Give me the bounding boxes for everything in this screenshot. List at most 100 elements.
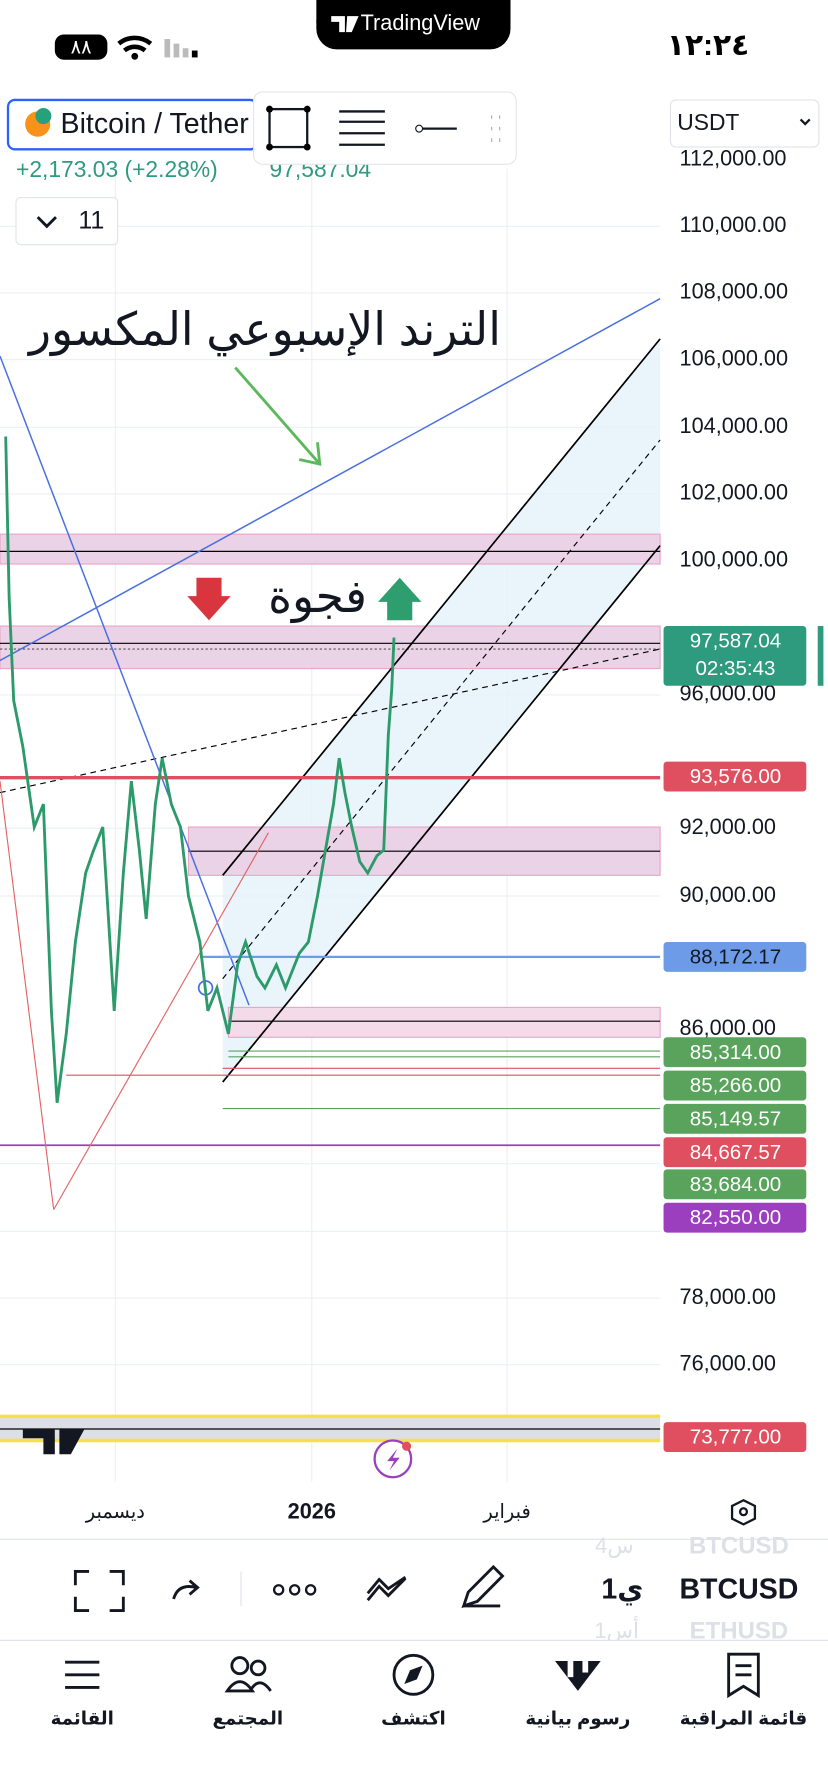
- status-bar-shape: [316, 0, 511, 23]
- price-axis-label: 92,000.00: [680, 814, 776, 839]
- drawings-shape: [0, 1415, 661, 1442]
- time-axis: ديسمبر 2026 فبراير: [85, 1499, 757, 1526]
- drawings-shape: [0, 625, 661, 670]
- price-tags-shape: [663, 1137, 807, 1168]
- drawings-shape: [0, 298, 661, 662]
- price-tags-shape: [663, 941, 807, 972]
- symbol-name[interactable]: Bitcoin / Tether: [61, 108, 250, 140]
- chart-grid: [0, 166, 661, 1482]
- drawings-shape: [53, 832, 269, 1210]
- chart-toolbar: 4س BTCUSD 1ي BTCUSD 1أس ETHUSD: [0, 1533, 828, 1645]
- status-bar-shape: [131, 52, 139, 60]
- status-bar-shape: [164, 39, 171, 58]
- currency-select[interactable]: [669, 99, 820, 148]
- chart-toolbar-shape: [73, 1570, 125, 1612]
- price-tags-shape: [663, 1070, 807, 1101]
- drawings-shape: [22, 1429, 85, 1455]
- bottom-nav-shape: [392, 1653, 435, 1696]
- price-tag: 88,172.17: [690, 945, 781, 968]
- header-shape: [303, 143, 311, 151]
- bottom-nav-shape: [230, 1656, 250, 1676]
- price-tag: 84,667.57: [690, 1141, 781, 1164]
- price-tags: 97,587.04 02:35:43 93,576.00 88,172.17 8…: [663, 626, 824, 1452]
- bottom-nav-shape: [65, 1660, 100, 1689]
- watchlist-symbol[interactable]: BTCUSD: [689, 1533, 789, 1560]
- price-tag: 85,314.00: [690, 1041, 781, 1064]
- chart-toolbar-shape: [304, 1584, 317, 1596]
- price-tags-shape: [663, 1169, 807, 1200]
- price-axis-label: 76,000.00: [680, 1350, 776, 1375]
- header-shape: [303, 105, 311, 113]
- drawings-shape: [387, 1448, 400, 1471]
- price-tag: 82,550.00: [690, 1206, 781, 1229]
- annotation-trend: الترند الإسبوعي المكسور: [27, 304, 501, 357]
- header-shape: [36, 216, 57, 229]
- price-axis-label: 78,000.00: [680, 1284, 776, 1309]
- chart-toolbar-shape: [272, 1584, 285, 1596]
- clock: ١٢:٢٤: [667, 29, 749, 62]
- price-tag: 83,684.00: [690, 1173, 781, 1196]
- drawings-shape: [187, 577, 231, 621]
- status-bar-shape: [54, 34, 108, 60]
- price-tag: 85,149.57: [690, 1107, 781, 1130]
- drawings-shape: [0, 355, 250, 1006]
- drawings-shape: [402, 1441, 412, 1451]
- drawings: [0, 298, 661, 1479]
- watchlist-interval[interactable]: 1أس: [594, 1616, 639, 1643]
- bottom-nav-shape: [582, 1661, 589, 1673]
- countdown: 02:35:43: [695, 657, 775, 680]
- bottom-nav: القائمة المجتمع اكتشف رسوم بيانية قائمة …: [0, 1639, 828, 1792]
- price-tags-shape: [663, 1202, 807, 1233]
- status-bar-shape: [191, 50, 198, 58]
- price-axis-label: 100,000.00: [680, 546, 789, 571]
- nav-label[interactable]: المجتمع: [212, 1707, 283, 1729]
- price-tags-shape: [663, 1103, 807, 1134]
- chart-toolbar-shape: [366, 1575, 407, 1602]
- nav-label[interactable]: قائمة المراقبة: [680, 1707, 808, 1729]
- time-axis-label: فبراير: [482, 1501, 530, 1523]
- price-axis-label: 112,000.00: [680, 145, 787, 170]
- price-tag: 85,266.00: [690, 1074, 781, 1097]
- price-tags-shape: [663, 761, 807, 792]
- drawings-shape: [378, 577, 422, 621]
- price-axis-label: 102,000.00: [680, 480, 789, 505]
- bottom-nav-shape: [555, 1661, 601, 1691]
- nav-label[interactable]: اكتشف: [381, 1707, 446, 1728]
- watchlist-interval[interactable]: 4س: [595, 1533, 634, 1558]
- drawings-shape: [0, 781, 55, 1210]
- status-bar-shape: [182, 48, 189, 58]
- price-tags-shape: [663, 1037, 807, 1068]
- nav-label[interactable]: القائمة: [51, 1707, 114, 1728]
- status-bar-shape: [117, 35, 153, 53]
- interval[interactable]: 11: [78, 206, 104, 234]
- brand: TradingView: [361, 10, 481, 35]
- nav-label[interactable]: رسوم بيانية: [525, 1707, 630, 1729]
- drawing-toolbar[interactable]: [252, 91, 517, 165]
- bottom-nav-shape: [404, 1665, 423, 1685]
- price-tags-shape: [663, 626, 807, 686]
- currency[interactable]: USDT: [677, 109, 739, 135]
- header-shape: [35, 107, 52, 125]
- header-shape: [266, 105, 273, 113]
- price-axis-label: 90,000.00: [680, 882, 776, 907]
- interval-button[interactable]: [15, 197, 119, 246]
- current-symbol[interactable]: BTCUSD: [679, 1573, 798, 1605]
- price-axis-label: 86,000.00: [680, 1015, 776, 1040]
- current-interval[interactable]: 1ي: [601, 1573, 643, 1605]
- price-axis-label: 106,000.00: [680, 345, 789, 370]
- battery: ٨٨: [71, 36, 92, 58]
- bottom-nav-shape: [567, 1661, 574, 1678]
- price-axis-label: 110,000.00: [680, 212, 787, 237]
- header-shape: [268, 107, 309, 149]
- chart-toolbar-shape: [461, 1564, 505, 1609]
- time-axis-label: ديسمبر: [85, 1501, 145, 1523]
- bottom-nav-shape: [249, 1659, 267, 1677]
- header-shape: [491, 115, 501, 142]
- chart-toolbar-shape: [172, 1579, 200, 1600]
- drawings-shape: [222, 338, 661, 876]
- bottom-nav-shape: [727, 1652, 760, 1699]
- time-axis-shape: [738, 1507, 749, 1517]
- header: Bitcoin / Tether +2,173.03 (+2.28%) 97,5…: [0, 82, 820, 246]
- header-shape: [799, 118, 811, 126]
